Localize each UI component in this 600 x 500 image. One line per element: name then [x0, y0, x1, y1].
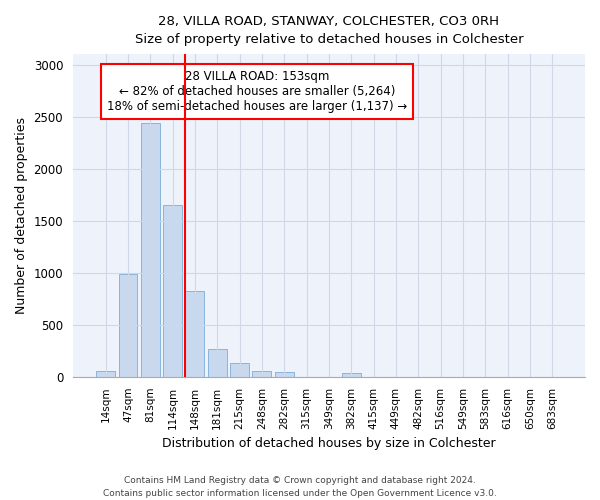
- Title: 28, VILLA ROAD, STANWAY, COLCHESTER, CO3 0RH
Size of property relative to detach: 28, VILLA ROAD, STANWAY, COLCHESTER, CO3…: [134, 15, 523, 46]
- Bar: [141, 123, 160, 377]
- Y-axis label: Number of detached properties: Number of detached properties: [15, 117, 28, 314]
- Bar: [163, 205, 182, 377]
- Bar: [185, 292, 205, 377]
- Bar: [342, 372, 361, 377]
- X-axis label: Distribution of detached houses by size in Colchester: Distribution of detached houses by size …: [162, 437, 496, 450]
- Bar: [208, 348, 227, 377]
- Bar: [253, 371, 271, 377]
- Bar: [96, 370, 115, 377]
- Text: Contains HM Land Registry data © Crown copyright and database right 2024.
Contai: Contains HM Land Registry data © Crown c…: [103, 476, 497, 498]
- Text: 28 VILLA ROAD: 153sqm
← 82% of detached houses are smaller (5,264)
18% of semi-d: 28 VILLA ROAD: 153sqm ← 82% of detached …: [107, 70, 407, 113]
- Bar: [119, 274, 137, 377]
- Bar: [230, 364, 249, 377]
- Bar: [275, 372, 294, 377]
